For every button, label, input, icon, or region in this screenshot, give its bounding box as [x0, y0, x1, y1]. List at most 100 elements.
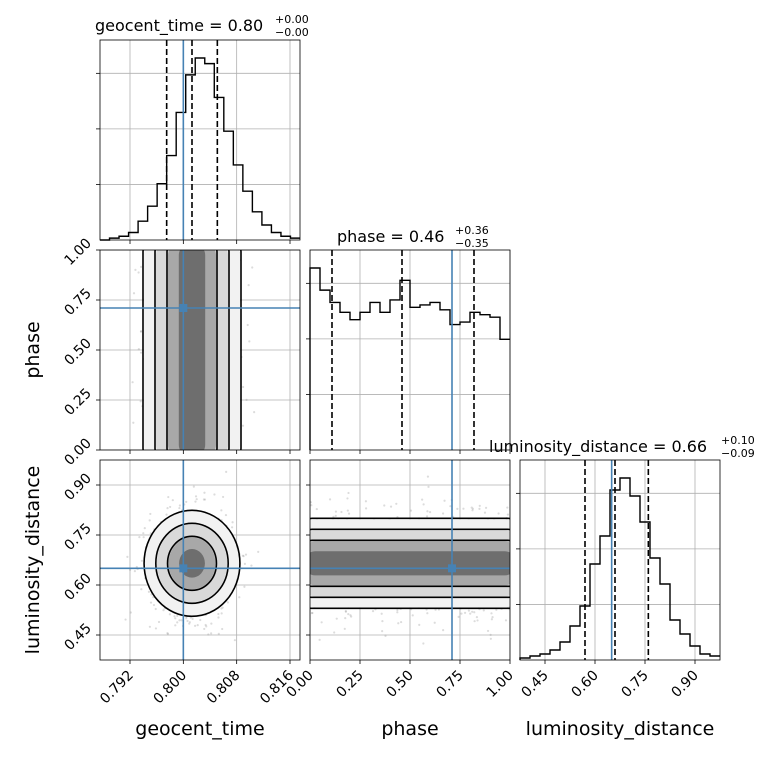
sample-point [138, 535, 141, 539]
sample-point [396, 611, 399, 614]
sample-point [149, 601, 153, 604]
sample-point [191, 617, 194, 621]
sample-point [381, 630, 384, 633]
sample-point [180, 619, 183, 622]
title-luminosity-distance-plus: +0.10 [721, 434, 755, 447]
panel-content [100, 460, 300, 660]
sample-point [473, 620, 476, 623]
sample-point [383, 504, 386, 507]
sample-point [346, 509, 349, 512]
sample-point [217, 612, 220, 616]
contour-line [310, 539, 510, 588]
sample-point [129, 611, 132, 614]
sample-point [463, 611, 467, 614]
sample-point [471, 610, 474, 613]
sample-point [217, 632, 220, 635]
title-phase-plus: +0.36 [455, 224, 489, 237]
sample-point [396, 608, 399, 612]
sample-point [506, 506, 509, 509]
sample-point [162, 608, 165, 612]
sample-point [166, 632, 169, 635]
sample-point [310, 504, 313, 507]
sample-point [186, 619, 189, 623]
sample-point [128, 568, 132, 571]
sample-point [310, 501, 312, 504]
sample-point [135, 565, 138, 569]
sample-point [482, 609, 485, 612]
panel-frame [99, 459, 301, 661]
sample-point [148, 625, 151, 628]
contour-line [166, 535, 218, 592]
sample-point [476, 619, 479, 622]
sample-point [154, 607, 157, 611]
sample-point [506, 513, 509, 516]
sample-point [428, 511, 432, 514]
sample-point [409, 509, 413, 512]
sample-point [443, 499, 446, 502]
sample-point [166, 507, 169, 510]
sample-point [421, 498, 424, 501]
sample-point [221, 627, 224, 631]
sample-point [253, 411, 256, 414]
sample-point [247, 284, 250, 287]
sample-point [350, 615, 353, 618]
histogram-luminosity-distance [519, 477, 720, 660]
sample-point [165, 513, 168, 516]
sample-point [149, 512, 152, 516]
sample-point [433, 621, 436, 624]
ylabel-luminosity-distance: luminosity_distance [22, 466, 44, 655]
sample-point [148, 519, 151, 522]
density-level [178, 250, 206, 450]
histogram-geocent-time [100, 57, 300, 241]
title-luminosity-distance-minus: −0.09 [721, 447, 755, 460]
sample-point [157, 620, 161, 624]
sample-point [441, 512, 445, 515]
sample-point [139, 330, 143, 333]
sample-point [257, 550, 260, 553]
sample-point [251, 266, 254, 269]
sample-point [243, 585, 246, 588]
sample-point [137, 271, 140, 274]
sample-point [202, 498, 206, 501]
sample-point [346, 497, 349, 500]
sample-point [140, 265, 143, 268]
sample-point [220, 607, 223, 610]
sample-point [347, 613, 350, 616]
sample-point [395, 502, 398, 505]
sample-point [168, 613, 172, 616]
sample-point [243, 562, 247, 565]
sample-point [176, 614, 179, 617]
sample-point [242, 385, 245, 389]
sample-point [425, 515, 429, 518]
contour-line [166, 250, 218, 450]
title-phase: phase = 0.46 [337, 227, 444, 246]
sample-point [196, 624, 199, 627]
sample-point [204, 623, 207, 627]
sample-point [248, 340, 251, 343]
sample-point [131, 381, 134, 384]
sample-point [242, 555, 245, 558]
sample-point [344, 610, 348, 613]
sample-point [495, 608, 498, 611]
sample-point [217, 616, 220, 619]
contour-line [154, 250, 230, 450]
sample-point [344, 617, 347, 620]
sample-point [233, 639, 237, 642]
sample-point [411, 614, 414, 617]
sample-point [188, 622, 191, 625]
contour-line [310, 517, 510, 610]
sample-point [178, 504, 181, 507]
sample-point [231, 521, 234, 524]
xlabel-phase: phase [381, 718, 438, 740]
sample-point [174, 624, 177, 627]
sample-point [221, 495, 225, 499]
sample-point [230, 526, 234, 529]
title-geocent-time-minus: −0.00 [275, 26, 309, 39]
sample-point [207, 633, 210, 636]
sample-point [238, 596, 241, 599]
sample-point [126, 555, 129, 558]
panel-geocent-time-vs-luminosity-distance [96, 459, 301, 664]
sample-point [203, 491, 206, 494]
